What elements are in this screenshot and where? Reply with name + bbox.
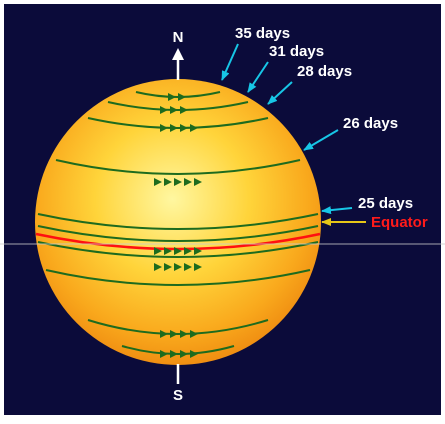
period-pointers — [221, 43, 353, 215]
latitude-line-south-1 — [37, 241, 319, 258]
pointer-26-days — [303, 129, 339, 151]
period-label-28-days: 28 days — [297, 63, 352, 80]
latitude-line-south-4 — [121, 345, 235, 355]
pointer-35-days — [221, 43, 239, 81]
sun-sphere — [35, 79, 321, 365]
arrow-group-35-days — [168, 93, 186, 101]
latitude-lines — [37, 91, 319, 355]
equator-line — [35, 232, 321, 251]
period-label-25-days: 25 days — [358, 195, 413, 212]
flow-arrowheads — [154, 93, 202, 358]
arrow-group-south-4 — [160, 350, 198, 358]
south-label: S — [173, 387, 183, 404]
period-label-35-days: 35 days — [235, 25, 290, 42]
pointer-28-days — [267, 81, 293, 105]
north-label: N — [173, 29, 184, 46]
arrow-group-south-3 — [160, 330, 198, 338]
pointer-25-days — [321, 206, 353, 215]
latitude-line-26-days — [55, 159, 301, 175]
arrow-group-31-days — [160, 106, 188, 114]
period-label-31-days: 31 days — [269, 43, 324, 60]
latitude-line-25-days-lower — [37, 225, 319, 242]
north-arrowhead — [172, 48, 184, 60]
arrow-group-south-1 — [154, 263, 202, 271]
arrow-group-28-days — [160, 124, 198, 132]
latitude-line-south-2 — [45, 269, 311, 286]
arrow-group-25-days-upper — [154, 247, 202, 255]
period-label-26-days: 26 days — [343, 115, 398, 132]
equator-label: Equator — [371, 214, 428, 231]
latitude-line-25-days-upper — [37, 213, 319, 230]
pointer-31-days — [247, 61, 269, 93]
arrow-group-26-days — [154, 178, 202, 186]
